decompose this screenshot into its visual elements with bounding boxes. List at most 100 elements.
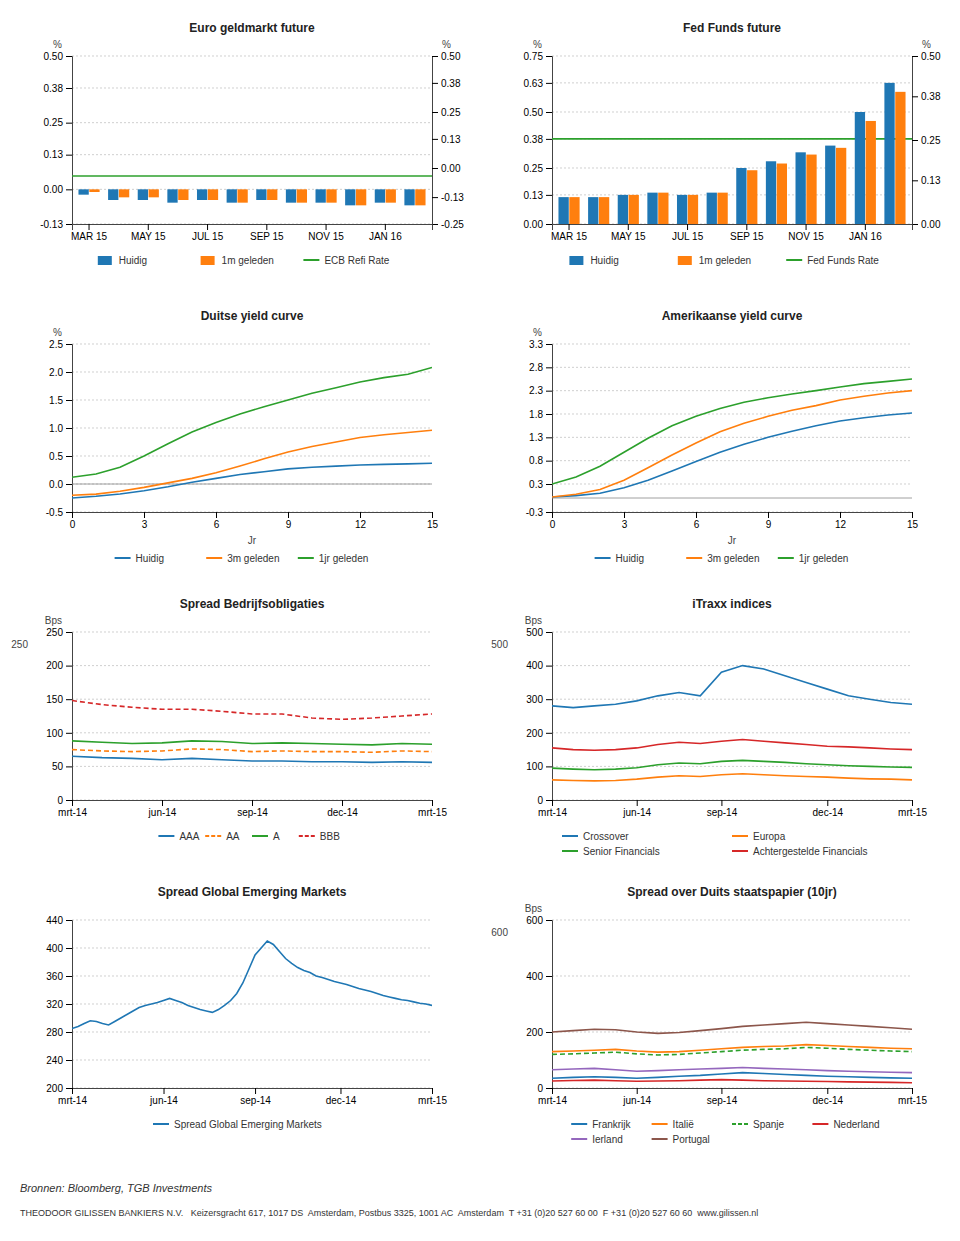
tick-mark: [721, 1088, 722, 1094]
legend-label: Europa: [753, 831, 786, 842]
tick-label: jun-14: [148, 807, 177, 818]
grid-line: [72, 1032, 432, 1033]
tick: 0.50: [524, 107, 552, 118]
line: [552, 413, 912, 497]
plot-area: [552, 1022, 912, 1082]
tick-label: 0.0: [49, 479, 63, 490]
legend-item: Portugal: [652, 1134, 710, 1145]
legend-swatch: [158, 835, 174, 837]
tick-label: MAY 15: [611, 231, 646, 242]
grid-line: [72, 456, 432, 457]
tick: jun-14: [622, 1088, 651, 1106]
tick: 0.0: [49, 479, 72, 490]
tick-label: 600: [526, 915, 543, 926]
grid-line: [552, 82, 912, 83]
tick-label: 0.38: [524, 134, 544, 145]
tick-label: 0.13: [441, 134, 461, 145]
tick: 0.75: [524, 51, 552, 62]
chart-title: Spread Global Emerging Markets: [158, 885, 347, 899]
tick: jun-14: [622, 800, 651, 818]
tick-label: jun-14: [622, 1095, 651, 1106]
y-axis: -0.30.30.81.31.82.32.83.3: [526, 339, 553, 518]
tick-mark: [432, 139, 438, 140]
chart: Spread over Duits staatspapier (10jr)020…: [491, 885, 927, 1145]
tick: SEP 15: [250, 224, 284, 242]
tick-label: 0.50: [524, 107, 544, 118]
tick-label: dec-14: [813, 1095, 844, 1106]
line: [72, 941, 432, 1029]
legend-item: Crossover: [562, 831, 629, 842]
tick-label: 0.00: [524, 219, 544, 230]
tick: JUL 15: [192, 224, 224, 242]
grid-line: [72, 428, 432, 429]
chart: Spread Global Emerging Markets2002402803…: [46, 885, 447, 1130]
legend-label: Achtergestelde Financials: [753, 846, 868, 857]
bar: [777, 164, 787, 224]
line: [552, 1022, 912, 1033]
legend: Huidig3m geleden1jr geleden: [115, 553, 369, 564]
tick-label: 0.50: [441, 51, 461, 62]
tick-mark: [66, 123, 72, 124]
tick-mark: [546, 632, 552, 633]
tick-label: sep-14: [240, 1095, 271, 1106]
tick-label: 1.5: [49, 395, 63, 406]
tick: 0.25: [44, 117, 72, 128]
legend-item: Italië: [652, 1119, 695, 1130]
line: [552, 1080, 912, 1083]
axis-line: [553, 225, 913, 231]
legend-item: Frankrijk: [571, 1119, 631, 1130]
grid-line: [72, 1004, 432, 1005]
tick-label: 250: [46, 627, 63, 638]
tick: 200: [526, 1027, 552, 1038]
tick-label: 6: [694, 519, 700, 530]
tick-label: 0.13: [44, 149, 64, 160]
tick-label: mrt-15: [898, 807, 927, 818]
legend-item: A: [252, 831, 280, 842]
bar: [618, 195, 628, 224]
tick-label: 12: [835, 519, 847, 530]
tick-mark: [546, 484, 552, 485]
legend-label: Fed Funds Rate: [807, 255, 879, 266]
tick-label: NOV 15: [788, 231, 824, 242]
bar: [855, 112, 865, 224]
line: [552, 379, 912, 484]
tick-label: mrt-14: [58, 1095, 87, 1106]
legend-swatch: [153, 1123, 169, 1125]
grid-line: [72, 484, 432, 485]
grid: [552, 920, 912, 1088]
tick-label: 360: [46, 971, 63, 982]
tick-label: 0.38: [921, 91, 941, 102]
grid-line: [552, 976, 912, 977]
tick: JAN 16: [369, 224, 402, 242]
tick-label: NOV 15: [308, 231, 344, 242]
x-axis: MAR 15MAY 15JUL 15SEP 15NOV 15JAN 16: [71, 224, 433, 242]
grid-line: [72, 122, 432, 123]
tick-mark: [266, 224, 267, 230]
tick-label: 300: [526, 694, 543, 705]
tick: 200: [46, 660, 72, 671]
tick: dec-14: [813, 800, 844, 818]
tick-label: 0.8: [529, 455, 543, 466]
grid: [72, 344, 432, 512]
tick: mrt-15: [418, 1088, 447, 1106]
legend-item: BBB: [299, 831, 340, 842]
tick-mark: [912, 56, 918, 57]
tick-mark: [546, 733, 552, 734]
tick-mark: [148, 224, 149, 230]
tick-mark: [66, 1088, 72, 1089]
tick: 0.5: [49, 451, 72, 462]
tick-label: 0.38: [44, 83, 64, 94]
legend-swatch: [571, 1123, 587, 1125]
tick-mark: [66, 88, 72, 89]
tick-label: 500: [526, 627, 543, 638]
x-axis: mrt-14jun-14sep-14dec-14mrt-15: [538, 1088, 927, 1106]
tick-mark: [637, 800, 638, 806]
tick: 6: [214, 512, 220, 530]
tick-label: 200: [526, 1027, 543, 1038]
tick-mark: [432, 197, 438, 198]
tick-mark: [806, 224, 807, 230]
reference-line: [552, 498, 912, 499]
tick-mark: [546, 766, 552, 767]
chart-title: Spread Bedrijfsobligaties: [180, 597, 325, 611]
tick-mark: [66, 632, 72, 633]
